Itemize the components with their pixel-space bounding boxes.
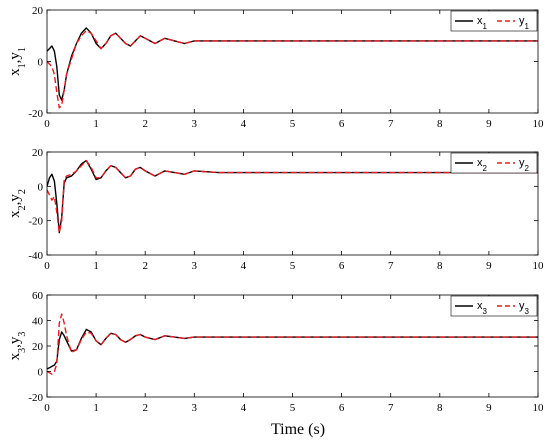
x-tick-label: 10 bbox=[533, 402, 545, 414]
x-tick-label: 8 bbox=[437, 402, 443, 414]
x-tick-label: 0 bbox=[44, 260, 50, 272]
legend-label-x2: x2 bbox=[477, 157, 488, 173]
y-axis-label: x3,y3 bbox=[7, 332, 28, 361]
x-tick-label: 2 bbox=[142, 402, 148, 414]
x-tick-label: 5 bbox=[290, 402, 296, 414]
x-tick-label: 5 bbox=[290, 260, 296, 272]
series-line-y1 bbox=[47, 29, 538, 109]
x-tick-label: 9 bbox=[486, 260, 492, 272]
y-axis-label: x2,y2 bbox=[7, 189, 28, 218]
x-tick-label: 3 bbox=[192, 118, 198, 130]
x-tick-label: 1 bbox=[93, 402, 99, 414]
legend-box bbox=[450, 10, 538, 32]
x-tick-label: 8 bbox=[437, 118, 443, 130]
y-tick-label: 0 bbox=[38, 367, 44, 379]
legend: x2 y2 bbox=[450, 152, 538, 174]
x-tick-label: 10 bbox=[533, 118, 545, 130]
x-tick-label: 7 bbox=[388, 402, 394, 414]
y-tick-label: -20 bbox=[28, 216, 43, 228]
legend: x3 y3 bbox=[450, 295, 538, 317]
x-tick-label: 6 bbox=[339, 118, 345, 130]
legend-label-y2: y2 bbox=[519, 157, 530, 173]
x-tick-label: 7 bbox=[388, 260, 394, 272]
x-tick-label: 0 bbox=[44, 402, 50, 414]
legend-label-y3: y3 bbox=[519, 300, 530, 316]
x-tick-label: 6 bbox=[339, 260, 345, 272]
series-line-y3 bbox=[47, 313, 538, 375]
x-tick-label: 3 bbox=[192, 402, 198, 414]
y-tick-label: 40 bbox=[32, 316, 44, 328]
y-tick-label: 20 bbox=[32, 341, 44, 353]
x-tick-label: 4 bbox=[241, 402, 247, 414]
subplot-2: 0 1 2 3 4 5 6 7 8 9 10 -40 -20 0 20 x2,y2 x2 y2 bbox=[7, 147, 544, 272]
x-tick-label: 0 bbox=[44, 118, 50, 130]
legend-box bbox=[450, 152, 538, 174]
y-tick-label: -20 bbox=[28, 108, 43, 120]
x-tick-label: 9 bbox=[486, 402, 492, 414]
x-tick-label: 7 bbox=[388, 118, 394, 130]
x-tick-label: 10 bbox=[533, 260, 545, 272]
y-tick-label: -40 bbox=[28, 250, 43, 262]
x-tick-label: 9 bbox=[486, 118, 492, 130]
x-tick-label: 5 bbox=[290, 118, 296, 130]
series-line-x3 bbox=[47, 328, 538, 370]
x-tick-label: 3 bbox=[192, 260, 198, 272]
y-tick-label: 20 bbox=[32, 5, 44, 17]
x-tick-label: 6 bbox=[339, 402, 345, 414]
y-tick-label: 20 bbox=[32, 147, 44, 159]
legend-label-y1: y1 bbox=[519, 15, 530, 31]
y-tick-label: -20 bbox=[28, 392, 43, 404]
x-tick-label: 2 bbox=[142, 260, 148, 272]
y-tick-label: 60 bbox=[32, 290, 44, 302]
legend-label-x1: x1 bbox=[477, 15, 488, 31]
y-axis-label: x1,y1 bbox=[7, 47, 28, 76]
x-tick-label: 4 bbox=[241, 118, 247, 130]
series-line-y2 bbox=[47, 159, 538, 234]
x-tick-label: 2 bbox=[142, 118, 148, 130]
x-tick-label: 1 bbox=[93, 260, 99, 272]
x-tick-label: 1 bbox=[93, 118, 99, 130]
legend-box bbox=[450, 295, 538, 317]
x-axis-label: Time (s) bbox=[271, 421, 325, 438]
legend: x1 y1 bbox=[450, 10, 538, 32]
x-tick-label: 4 bbox=[241, 260, 247, 272]
y-tick-label: 0 bbox=[38, 57, 44, 69]
x-tick-label: 8 bbox=[437, 260, 443, 272]
legend-label-x3: x3 bbox=[477, 300, 488, 316]
y-tick-label: 0 bbox=[38, 181, 44, 193]
